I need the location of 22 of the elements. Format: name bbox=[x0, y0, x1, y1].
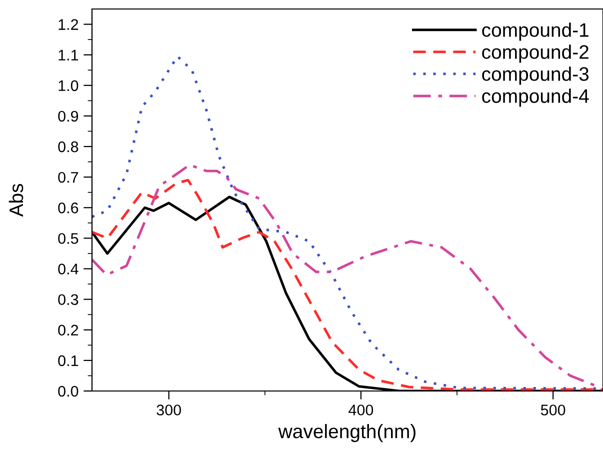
y-tick-label: 1.1 bbox=[58, 50, 78, 60]
legend-label: compound-3 bbox=[482, 66, 589, 85]
y-tick-label: 1.2 bbox=[58, 19, 78, 30]
y-tick-label: 0.0 bbox=[58, 386, 78, 397]
legend-label: compound-4 bbox=[482, 88, 589, 107]
y-tick-label: 0.6 bbox=[58, 202, 78, 214]
y-tick-label: 0.8 bbox=[58, 141, 78, 152]
legend-label: compound-1 bbox=[482, 22, 588, 41]
x-axis-title: wavelength(nm) bbox=[278, 424, 416, 442]
x-tick-label: 500 bbox=[540, 404, 566, 416]
y-tick-label: 1.0 bbox=[58, 80, 78, 92]
y-tick-label: 0.7 bbox=[58, 172, 78, 183]
x-tick-label: 400 bbox=[348, 404, 374, 416]
legend-label: compound-2 bbox=[482, 44, 588, 63]
y-tick-label: 0.1 bbox=[58, 355, 78, 366]
y-tick-label: 0.2 bbox=[58, 324, 78, 336]
y-tick-label: 0.4 bbox=[58, 264, 78, 274]
y-tick-label: 0.3 bbox=[58, 294, 78, 306]
y-axis-title: Abs bbox=[8, 184, 24, 217]
x-tick-label: 300 bbox=[156, 404, 181, 416]
y-tick-label: 0.5 bbox=[58, 233, 78, 244]
y-tick-label: 0.9 bbox=[58, 110, 78, 122]
